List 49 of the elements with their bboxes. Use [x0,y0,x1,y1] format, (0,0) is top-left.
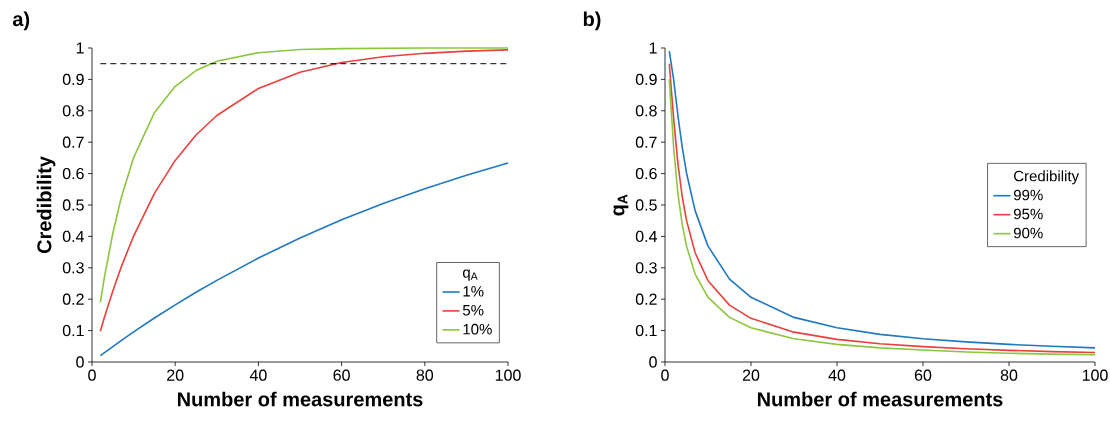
y-tick-label: 0.7 [62,136,84,148]
legend-title: Credibility [1014,170,1080,185]
x-axis-title: Number of measurements [757,391,1003,407]
y-tick-label: 0.9 [635,73,657,86]
legend-title: q$_{A}$ [462,269,478,281]
x-tick-label: 60 [333,369,350,381]
x-tick-label: 60 [914,369,932,381]
legend-label: 95% [1013,208,1043,220]
y-tick-label: 0.2 [635,293,657,305]
y-tick-label: 1 [76,42,84,54]
x-tick-label: 0 [661,369,669,381]
x-tick-label: 100 [495,369,521,381]
y-tick-label: 0.9 [62,73,84,86]
chart-title: b) [583,11,601,31]
y-axis-title: Credibility [36,156,56,254]
x-tick-label: 20 [742,369,760,381]
y-tick-label: 0.4 [635,230,657,243]
y-tick-label: 0.3 [635,262,657,274]
y-tick-label: 0.5 [62,199,84,211]
x-tick-label: 80 [1000,369,1018,381]
y-tick-label: 0.1 [635,324,657,337]
y-tick-label: 0.4 [62,230,84,243]
x-tick-label: 40 [249,369,267,381]
text: q$_{A}$ [613,194,629,216]
y-tick-label: 0.3 [62,262,84,274]
x-tick-label: 40 [828,369,846,381]
legend-label: 99% [1013,189,1043,201]
legend-label: 10% [463,323,492,335]
y-tick-label: 1 [649,42,657,54]
x-tick-label: 20 [167,369,184,381]
x-tick-label: 80 [416,369,434,381]
y-tick-label: 0.6 [635,167,657,180]
y-tick-label: 0.6 [62,167,84,180]
y-tick-label: 0.8 [635,105,657,117]
y-tick-label: 0.7 [635,136,657,148]
y-tick-label: 0 [649,356,657,368]
x-tick-label: 0 [88,369,96,381]
legend-label: 1% [463,286,484,297]
y-tick-label: 0 [76,356,84,368]
y-tick-label: 0.8 [62,105,84,117]
chart-title: a) [12,11,30,31]
legend-label: 90% [1013,227,1043,239]
x-axis-title: Number of measurements [177,391,423,407]
legend-label: 5% [462,304,484,316]
y-tick-label: 0.2 [62,293,84,305]
x-tick-label: 100 [1082,369,1108,381]
y-tick-label: 0.1 [62,324,84,337]
line-series [99,162,509,357]
y-tick-label: 0.5 [635,199,657,211]
